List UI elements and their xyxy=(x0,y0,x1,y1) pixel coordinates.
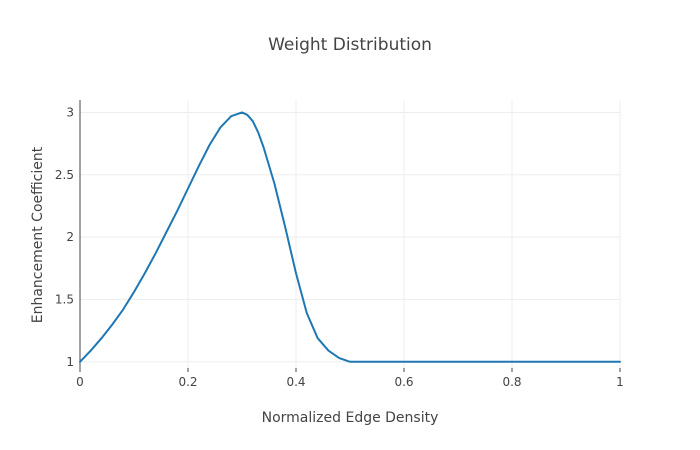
x-tick-label: 0.4 xyxy=(286,375,305,389)
y-tick-label: 2.5 xyxy=(55,168,74,182)
grid-layer xyxy=(80,100,621,368)
x-tick-label: 0.8 xyxy=(502,375,521,389)
axis-layer: 0 0.2 0.4 0.6 0.8 1 1 1.5 2 2.5 3 xyxy=(55,100,624,389)
label-layer: Weight Distribution Normalized Edge Dens… xyxy=(30,35,438,426)
x-tick-label: 0 xyxy=(76,375,84,389)
series-layer xyxy=(79,111,621,363)
y-axis-title: Enhancement Coefficient xyxy=(30,146,46,323)
x-tick-label: 1 xyxy=(616,375,624,389)
y-tick-label: 1.5 xyxy=(55,292,74,306)
y-tick-label: 2 xyxy=(66,230,74,244)
x-axis-title: Normalized Edge Density xyxy=(262,410,439,426)
y-tick-label: 3 xyxy=(66,105,74,119)
x-tick-label: 0.6 xyxy=(394,375,413,389)
y-tick-label: 1 xyxy=(66,355,74,369)
x-tick-label: 0.2 xyxy=(178,375,197,389)
chart-title: Weight Distribution xyxy=(268,35,432,55)
series-line xyxy=(79,111,621,363)
